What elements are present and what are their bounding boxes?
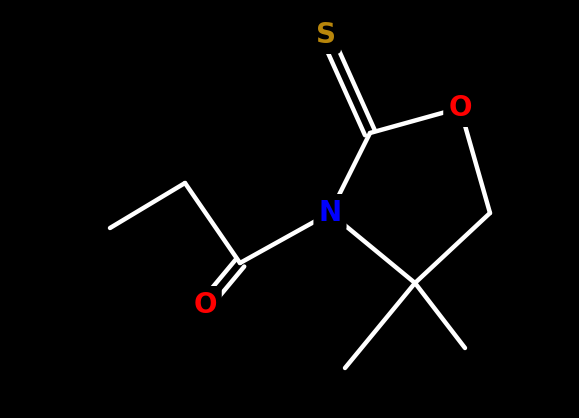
Text: O: O — [448, 94, 472, 122]
Text: S: S — [316, 21, 336, 49]
Text: N: N — [318, 199, 342, 227]
Text: O: O — [193, 291, 217, 319]
